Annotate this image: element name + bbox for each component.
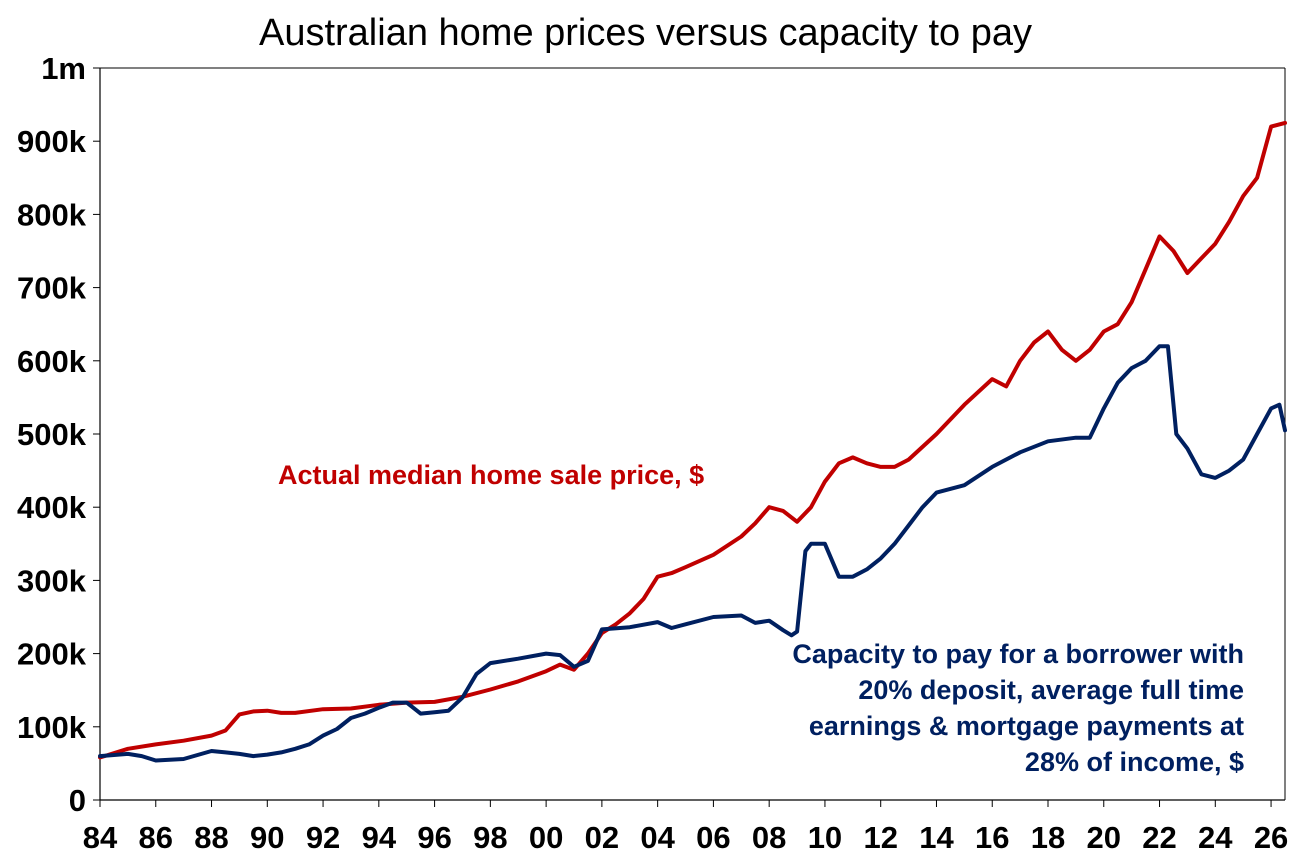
annotations: Actual median home sale price, $ Capacity…	[278, 460, 1244, 777]
y-tick-label: 800k	[17, 197, 87, 232]
y-tick-label: 400k	[17, 490, 87, 525]
y-tick-label: 200k	[17, 637, 87, 672]
x-tick-label: 10	[808, 820, 842, 855]
x-tick-label: 16	[975, 820, 1009, 855]
x-tick-label: 20	[1087, 820, 1121, 855]
x-axis: 84 86 88 90 92 94 96 98 00 02 04 06 08 10 12 14 16 18 20 22…	[83, 800, 1288, 855]
plot-area	[99, 67, 1286, 801]
y-tick-label: 300k	[17, 563, 87, 598]
x-tick-label: 26	[1254, 820, 1288, 855]
series-line-median-price	[98, 120, 1287, 760]
y-axis: 0 100k 200k 300k 400k 500k 600k 700k 800k 900k 1m	[17, 51, 100, 818]
x-tick-label: 90	[250, 820, 284, 855]
y-tick-label: 500k	[17, 417, 87, 452]
x-tick-label: 98	[473, 820, 507, 855]
x-tick-label: 86	[139, 820, 173, 855]
y-tick-label: 0	[69, 783, 86, 818]
x-tick-label: 88	[194, 820, 228, 855]
x-tick-label: 18	[1031, 820, 1065, 855]
y-tick-label: 700k	[17, 271, 87, 306]
x-tick-label: 24	[1198, 820, 1233, 855]
x-tick-label: 02	[585, 820, 619, 855]
chart-title: Australian home prices versus capacity t…	[258, 12, 1033, 54]
y-tick-label: 900k	[17, 124, 87, 159]
annotation-median-price: Actual median home sale price, $	[278, 460, 704, 490]
x-tick-label: 06	[696, 820, 730, 855]
y-tick-label: 100k	[17, 710, 87, 745]
x-tick-label: 04	[640, 820, 675, 855]
x-tick-label: 84	[83, 820, 118, 855]
x-tick-label: 12	[863, 820, 897, 855]
annotation-capacity-to-pay: 28% of income, $	[1025, 747, 1244, 777]
x-tick-label: 00	[529, 820, 563, 855]
x-tick-label: 08	[752, 820, 786, 855]
y-tick-label: 600k	[17, 344, 87, 379]
x-tick-label: 22	[1142, 820, 1176, 855]
x-tick-label: 94	[362, 820, 397, 855]
y-tick-label: 1m	[41, 51, 86, 86]
x-tick-label: 96	[417, 820, 451, 855]
annotation-capacity-to-pay: 20% deposit, average full time	[858, 675, 1244, 705]
x-tick-label: 14	[919, 820, 954, 855]
annotation-capacity-to-pay: earnings & mortgage payments at	[809, 711, 1244, 741]
series-line-capacity-to-pay	[98, 344, 1287, 763]
series-layer	[98, 120, 1287, 763]
annotation-capacity-to-pay: Capacity to pay for a borrower with	[792, 639, 1244, 669]
x-tick-label: 92	[306, 820, 340, 855]
